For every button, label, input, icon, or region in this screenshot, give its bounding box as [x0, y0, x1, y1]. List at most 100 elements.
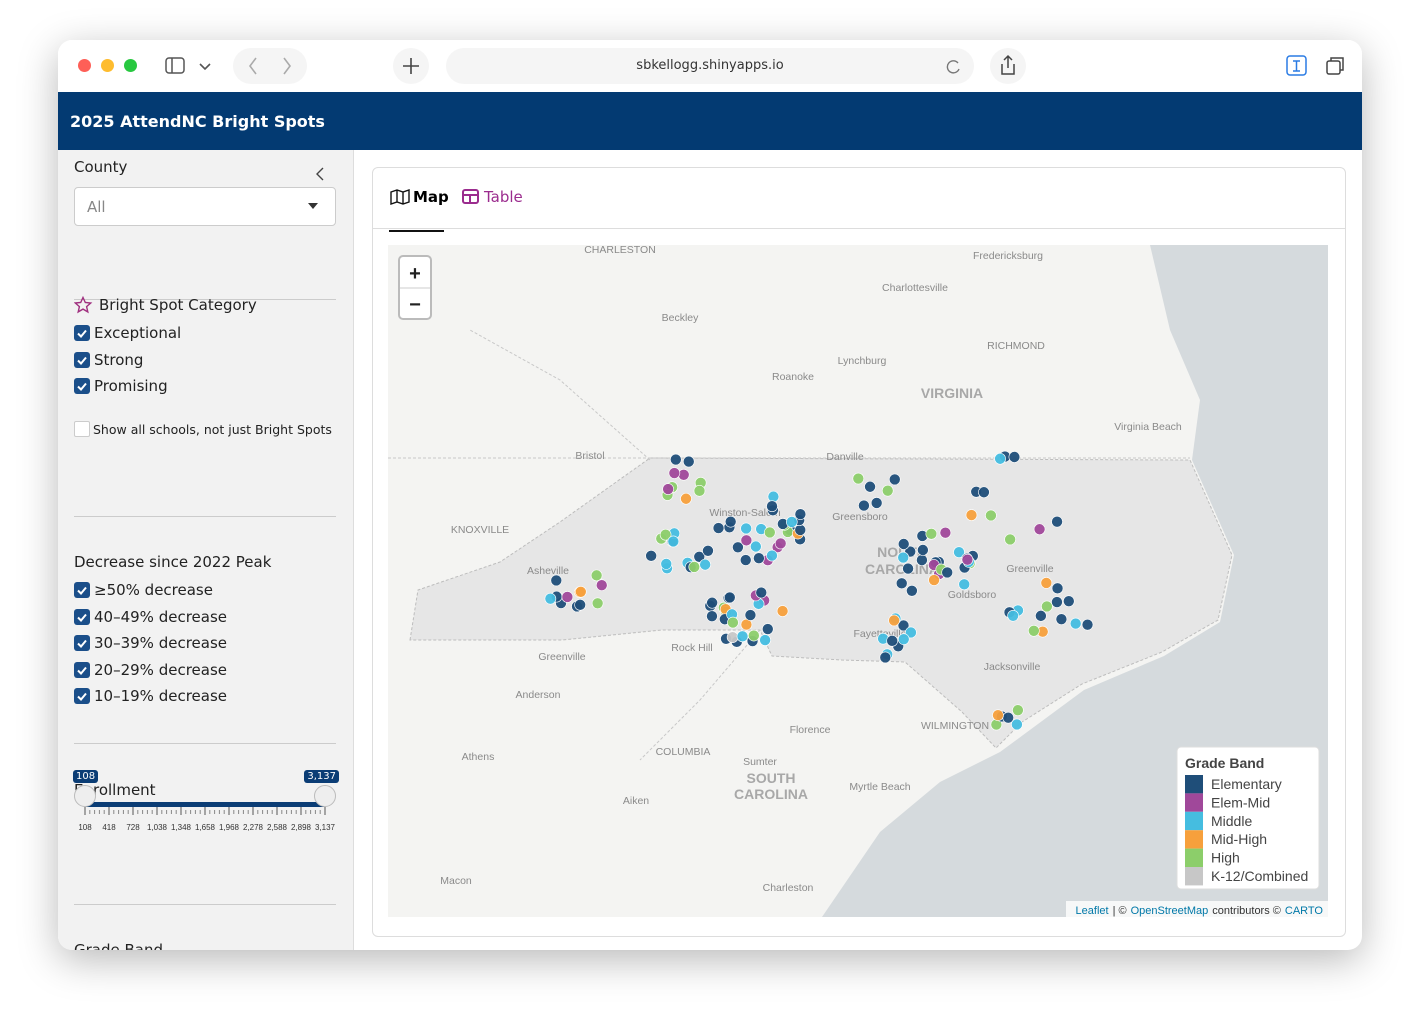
zoom-button[interactable]: −: [409, 294, 421, 316]
school-marker[interactable]: [897, 538, 910, 550]
attribution-part[interactable]: CARTO: [1285, 905, 1324, 917]
school-marker[interactable]: [1051, 515, 1063, 528]
school-marker[interactable]: [939, 526, 952, 539]
share-button[interactable]: [990, 48, 1026, 84]
school-marker[interactable]: [670, 453, 682, 466]
school-marker[interactable]: [794, 524, 807, 536]
school-marker[interactable]: [888, 614, 900, 627]
school-marker[interactable]: [668, 467, 681, 479]
school-marker[interactable]: [1028, 624, 1040, 637]
school-marker[interactable]: [706, 610, 718, 622]
school-marker[interactable]: [590, 569, 603, 582]
school-marker[interactable]: [693, 485, 706, 497]
school-marker[interactable]: [941, 566, 954, 579]
school-marker[interactable]: [740, 534, 753, 547]
school-marker[interactable]: [1008, 451, 1021, 463]
school-marker[interactable]: [1055, 613, 1068, 625]
sidebar-toggle[interactable]: [163, 54, 213, 78]
school-marker[interactable]: [1069, 617, 1082, 630]
school-marker[interactable]: [905, 626, 917, 639]
school-marker[interactable]: [1051, 596, 1063, 608]
school-marker[interactable]: [660, 558, 673, 570]
close-button[interactable]: [78, 59, 91, 72]
zoom-button[interactable]: +: [409, 263, 421, 285]
school-marker[interactable]: [953, 546, 965, 558]
zoom-control[interactable]: +−: [398, 255, 432, 320]
school-marker[interactable]: [776, 605, 789, 617]
school-marker[interactable]: [688, 561, 701, 573]
attribution-part[interactable]: OpenStreetMap: [1131, 905, 1209, 917]
checkbox-option[interactable]: 20–29% decrease: [74, 661, 227, 679]
school-marker[interactable]: [917, 544, 929, 556]
school-marker[interactable]: [748, 629, 760, 642]
school-marker[interactable]: [739, 554, 752, 566]
county-select[interactable]: All: [74, 187, 336, 226]
checkbox-option[interactable]: 40–49% decrease: [74, 608, 227, 626]
school-marker[interactable]: [767, 490, 780, 503]
school-marker[interactable]: [561, 591, 574, 603]
school-marker[interactable]: [736, 630, 749, 643]
school-marker[interactable]: [759, 634, 771, 646]
school-marker[interactable]: [858, 499, 870, 512]
school-marker[interactable]: [925, 528, 938, 540]
school-marker[interactable]: [662, 483, 674, 495]
slider-handle[interactable]: [314, 785, 336, 807]
new-tab-button[interactable]: [393, 48, 429, 84]
address-bar[interactable]: sbkellogg.shinyapps.io: [446, 48, 974, 84]
checkbox-option[interactable]: 30–39% decrease: [74, 634, 227, 652]
school-marker[interactable]: [591, 597, 604, 610]
school-marker[interactable]: [961, 553, 974, 566]
school-marker[interactable]: [852, 472, 865, 485]
school-marker[interactable]: [916, 554, 928, 566]
school-marker[interactable]: [985, 509, 997, 522]
school-marker[interactable]: [879, 651, 892, 664]
collapse-sidebar[interactable]: [314, 166, 326, 182]
school-marker[interactable]: [550, 574, 563, 587]
school-marker[interactable]: [753, 552, 765, 565]
map[interactable]: CHARLESTON Fredericksburg Charlottesville B…: [388, 245, 1328, 917]
school-marker[interactable]: [574, 599, 586, 611]
school-marker[interactable]: [659, 528, 672, 541]
school-marker[interactable]: [726, 631, 739, 643]
school-marker[interactable]: [895, 577, 908, 590]
school-marker[interactable]: [1011, 718, 1023, 731]
map-tab[interactable]: Map: [413, 188, 449, 206]
school-marker[interactable]: [682, 455, 695, 468]
school-marker[interactable]: [761, 623, 774, 635]
school-marker[interactable]: [906, 584, 918, 597]
school-marker[interactable]: [864, 480, 876, 493]
school-marker[interactable]: [766, 500, 778, 513]
school-marker[interactable]: [965, 509, 978, 521]
school-marker[interactable]: [881, 484, 894, 497]
school-marker[interactable]: [886, 635, 898, 647]
school-marker[interactable]: [595, 579, 608, 592]
checkbox-option[interactable]: ≥50% decrease: [74, 581, 213, 599]
school-marker[interactable]: [766, 549, 778, 562]
zoom-button[interactable]: [124, 59, 137, 72]
school-marker[interactable]: [902, 562, 914, 575]
school-marker[interactable]: [544, 592, 557, 605]
school-marker[interactable]: [994, 452, 1006, 465]
school-marker[interactable]: [667, 535, 680, 548]
school-marker[interactable]: [786, 516, 798, 528]
school-marker[interactable]: [693, 550, 706, 563]
nav-buttons[interactable]: [233, 48, 307, 84]
school-marker[interactable]: [712, 522, 725, 534]
school-marker[interactable]: [794, 508, 807, 520]
school-marker[interactable]: [1012, 704, 1024, 716]
school-marker[interactable]: [897, 619, 910, 632]
school-marker[interactable]: [763, 526, 776, 539]
school-marker[interactable]: [732, 541, 744, 554]
school-marker[interactable]: [680, 492, 692, 505]
school-marker[interactable]: [1051, 582, 1064, 595]
school-marker[interactable]: [897, 633, 910, 645]
school-marker[interactable]: [727, 616, 739, 629]
checkbox-option[interactable]: Promising: [74, 377, 168, 395]
school-marker[interactable]: [706, 596, 718, 609]
school-marker[interactable]: [750, 540, 762, 553]
school-marker[interactable]: [699, 558, 711, 571]
school-marker[interactable]: [740, 522, 752, 535]
school-marker[interactable]: [992, 709, 1004, 721]
school-marker[interactable]: [774, 537, 787, 550]
slider-handle[interactable]: [74, 785, 96, 807]
